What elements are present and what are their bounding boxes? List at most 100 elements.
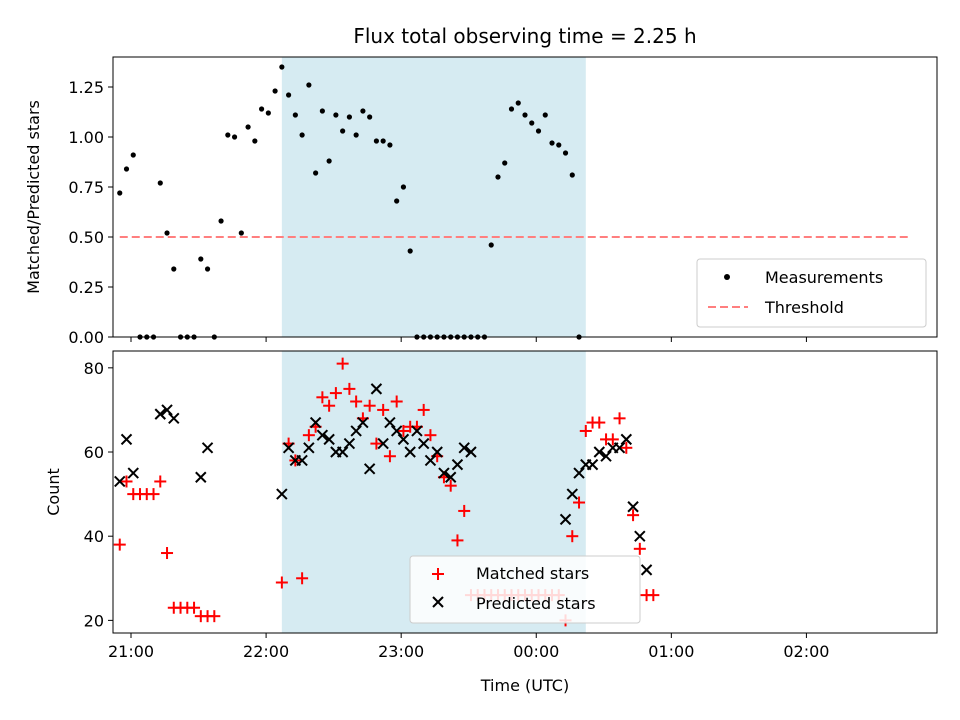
matched-star-point [370, 437, 383, 450]
legend-measurements-label: Measurements [765, 268, 883, 287]
predicted-star-point [593, 446, 606, 458]
predicted-stars-layer [114, 383, 653, 576]
predicted-star-point [323, 433, 335, 446]
matched-star-point [296, 572, 309, 585]
predicted-star-point [600, 450, 612, 462]
measurement-point [252, 138, 258, 144]
measurement-point [225, 132, 231, 138]
measurement-point [171, 266, 177, 272]
top-chart-title: Flux total observing time = 2.25 h [353, 24, 696, 48]
x-tick-label: 22:00 [243, 642, 289, 661]
predicted-star-point [444, 471, 457, 483]
measurement-point [326, 158, 332, 164]
measurement-point [286, 92, 292, 98]
measurement-point [272, 88, 278, 94]
bottom-y-tick-label: 80 [84, 359, 104, 378]
predicted-star-point [316, 429, 329, 441]
matched-star-point [154, 475, 167, 488]
x-tick-label: 23:00 [378, 642, 424, 661]
x-tick-label: 01:00 [648, 642, 694, 661]
predicted-star-point [343, 437, 356, 450]
measurement-point [522, 112, 528, 118]
measurement-point [204, 266, 211, 272]
measurement-point [387, 142, 393, 148]
predicted-star-point [309, 416, 322, 429]
measurement-point [340, 128, 346, 134]
legend-predicted-marker [432, 596, 444, 608]
measurement-point [515, 100, 521, 106]
measurement-point [360, 108, 366, 114]
predicted-star-point [201, 442, 214, 454]
measurement-point [117, 190, 123, 196]
predicted-star-point [397, 433, 410, 446]
measurement-point [556, 142, 562, 148]
top-y-ticks: 0.00 0.25 0.50 0.75 1.00 1.25 [68, 78, 113, 347]
measurement-point [333, 112, 339, 118]
predicted-star-point [424, 454, 437, 467]
legend-measurements-marker [724, 274, 730, 280]
predicted-star-point [168, 412, 180, 425]
measurement-point [529, 120, 535, 126]
predicted-star-point [404, 446, 416, 458]
bottom-axes-frame [112, 350, 938, 634]
matched-star-point [161, 547, 174, 560]
measurement-point [306, 82, 312, 88]
measurement-point [123, 166, 130, 172]
matched-star-point [390, 395, 403, 408]
legend-predicted-label: Predicted stars [476, 594, 596, 613]
predicted-star-point [154, 408, 166, 420]
matched-star-point [424, 429, 437, 442]
predicted-star-point [120, 433, 133, 446]
bottom-y-tick-label: 20 [84, 611, 104, 630]
predicted-star-point [559, 513, 572, 526]
matched-star-point [627, 509, 640, 522]
top-y-tick-label: 0.00 [68, 328, 104, 347]
legend-matched-label: Matched stars [476, 564, 589, 583]
measurement-point [231, 134, 238, 140]
predicted-star-point [417, 437, 430, 450]
measurement-point [569, 172, 575, 178]
x-tick-label: 00:00 [513, 642, 559, 661]
measurement-point [198, 256, 204, 262]
measurement-point [313, 170, 319, 176]
measurement-point [299, 132, 305, 138]
bottom-x-axis-label: Time (UTC) [480, 676, 569, 695]
predicted-star-point [438, 467, 450, 479]
measurement-point [164, 230, 170, 236]
measurement-point [394, 198, 400, 204]
matched-star-point [606, 433, 619, 446]
predicted-star-point [357, 416, 369, 429]
bottom-y-tick-label: 40 [84, 527, 104, 546]
x-tick-label: 02:00 [783, 642, 829, 661]
predicted-star-point [634, 530, 646, 542]
measurement-point [373, 138, 380, 144]
top-y-axis-label: Matched/Predicted stars [24, 100, 43, 294]
bottom-legend-box [409, 555, 641, 624]
bottom-y-axis-label: Count [44, 468, 63, 516]
matched-star-point [573, 496, 586, 509]
top-y-tick-label: 0.75 [68, 178, 104, 197]
measurement-point [380, 138, 386, 144]
predicted-star-point [613, 442, 626, 454]
predicted-star-point [586, 458, 599, 471]
predicted-star-point [566, 488, 578, 500]
predicted-star-point [336, 446, 349, 458]
matched-star-point [451, 534, 464, 547]
top-y-tick-label: 1.25 [68, 78, 104, 97]
measurements-layer [117, 64, 582, 340]
predicted-star-point [296, 454, 308, 467]
measurement-point [218, 218, 224, 224]
predicted-star-point [431, 446, 443, 458]
measurement-point [265, 110, 271, 116]
legend-matched-marker [432, 568, 444, 580]
top-y-tick-label: 0.25 [68, 278, 104, 297]
measurement-point [157, 180, 163, 186]
matched-star-point [397, 424, 410, 437]
measurement-point [488, 242, 494, 248]
measurement-point [130, 152, 136, 158]
bottom-y-tick-label: 60 [84, 443, 104, 462]
legend-threshold-label: Threshold [764, 298, 844, 317]
matched-star-point [383, 450, 396, 463]
